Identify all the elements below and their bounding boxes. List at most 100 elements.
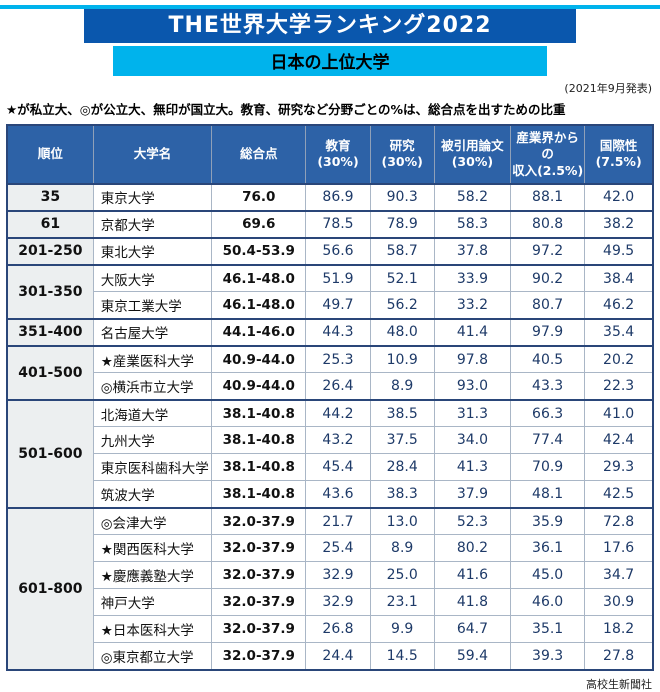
rank-cell: 61 — [6, 209, 94, 239]
rank-cell: 351-400 — [6, 317, 94, 347]
score-cell: 59.4 — [433, 642, 512, 671]
announce-date: (2021年9月発表) — [564, 82, 652, 95]
table-row: ★日本医科大学 32.0-37.9 26.8 9.9 64.7 35.1 18.2 — [7, 615, 654, 644]
score-cell: 97.2 — [510, 236, 586, 266]
total-score-cell: 76.0 — [211, 182, 307, 212]
university-name-cell: 九州大学 — [92, 426, 213, 455]
column-header: 被引用論文 (30%) — [433, 124, 512, 185]
score-cell: 38.2 — [584, 209, 654, 239]
table-row: 61 京都大学 69.6 78.5 78.9 58.3 80.8 38.2 — [6, 209, 654, 239]
score-cell: 77.4 — [510, 426, 586, 455]
score-cell: 51.9 — [305, 263, 371, 293]
score-cell: 35.4 — [584, 317, 654, 347]
score-cell: 97.9 — [510, 317, 586, 347]
university-name-cell: ★関西医科大学 — [92, 534, 213, 563]
table-row: 東京医科歯科大学 38.1-40.8 45.4 28.4 41.3 70.9 29.3 — [7, 453, 654, 482]
score-cell: 22.3 — [584, 372, 654, 401]
score-cell: 78.9 — [369, 209, 435, 239]
score-cell: 28.4 — [369, 453, 435, 482]
score-cell: 93.0 — [433, 372, 512, 401]
table-row: 501-600 北海道大学 38.1-40.8 44.2 38.5 31.3 66.3 41.… — [6, 398, 654, 509]
header-row: 順位 大学名 総合点 教育 (30%) 研究 (30%) 被引用論文 (30%) 産業界から… — [6, 124, 654, 185]
column-header: 順位 — [6, 124, 94, 185]
score-cell: 25.3 — [305, 344, 371, 374]
score-cell: 66.3 — [510, 398, 586, 428]
total-score-cell: 40.9-44.0 — [211, 344, 307, 374]
rank-cell: 501-600 — [6, 398, 94, 509]
score-cell: 42.5 — [584, 480, 654, 509]
table-row: 筑波大学 38.1-40.8 43.6 38.3 37.9 48.1 42.5 — [7, 480, 654, 509]
university-name-cell: 大阪大学 — [92, 263, 213, 293]
total-score-cell: 44.1-46.0 — [211, 317, 307, 347]
table-row: 401-500 ★産業医科大学 40.9-44.0 25.3 10.9 97.8 40.5 2… — [6, 344, 654, 401]
score-cell: 37.8 — [433, 236, 512, 266]
score-cell: 8.9 — [369, 372, 435, 401]
total-score-cell: 38.1-40.8 — [211, 398, 307, 428]
rank-cell: 201-250 — [6, 236, 94, 266]
score-cell: 48.0 — [369, 317, 435, 347]
rank-cell: 401-500 — [6, 344, 94, 401]
university-name-cell: 名古屋大学 — [92, 317, 213, 347]
university-name-cell: ◎会津大学 — [92, 506, 213, 536]
university-name-cell: ★産業医科大学 — [92, 344, 213, 374]
top-accent-bar — [0, 5, 660, 9]
column-header: 国際性 (7.5%) — [584, 124, 654, 185]
column-header: 教育 (30%) — [305, 124, 371, 185]
total-score-cell: 32.0-37.9 — [211, 506, 307, 536]
score-cell: 58.7 — [369, 236, 435, 266]
total-score-cell: 46.1-48.0 — [211, 291, 307, 320]
total-score-cell: 40.9-44.0 — [211, 372, 307, 401]
table-row: 301-350 大阪大学 46.1-48.0 51.9 52.1 33.9 90.2 38.4 — [6, 263, 654, 320]
score-cell: 23.1 — [369, 588, 435, 617]
score-cell: 45.4 — [305, 453, 371, 482]
table-row: ◎東京都立大学 32.0-37.9 24.4 14.5 59.4 39.3 27.8 — [7, 642, 654, 671]
score-cell: 58.3 — [433, 209, 512, 239]
score-cell: 10.9 — [369, 344, 435, 374]
rank-cell: 601-800 — [6, 506, 94, 671]
score-cell: 70.9 — [510, 453, 586, 482]
score-cell: 44.3 — [305, 317, 371, 347]
score-cell: 39.3 — [510, 642, 586, 671]
ranking-infographic: THE世界大学ランキング2022 日本の上位大学 (2021年9月発表) ★が私… — [0, 5, 660, 691]
score-cell: 86.9 — [305, 182, 371, 212]
score-cell: 38.4 — [584, 263, 654, 293]
score-cell: 25.4 — [305, 534, 371, 563]
score-cell: 32.9 — [305, 561, 371, 590]
score-cell: 14.5 — [369, 642, 435, 671]
score-cell: 48.1 — [510, 480, 586, 509]
score-cell: 17.6 — [584, 534, 654, 563]
score-cell: 33.2 — [433, 291, 512, 320]
score-cell: 49.7 — [305, 291, 371, 320]
score-cell: 49.5 — [584, 236, 654, 266]
total-score-cell: 38.1-40.8 — [211, 480, 307, 509]
table-row: 35 東京大学 76.0 86.9 90.3 58.2 88.1 42.0 — [6, 182, 654, 212]
score-cell: 36.1 — [510, 534, 586, 563]
rank-cell: 35 — [6, 182, 94, 212]
page-subtitle: 日本の上位大学 — [113, 46, 547, 76]
score-cell: 26.8 — [305, 615, 371, 644]
total-score-cell: 32.0-37.9 — [211, 615, 307, 644]
table-body: 35 東京大学 76.0 86.9 90.3 58.2 88.1 42.0 61 京都大学 69.6… — [6, 182, 654, 671]
score-cell: 46.2 — [584, 291, 654, 320]
score-cell: 56.6 — [305, 236, 371, 266]
total-score-cell: 38.1-40.8 — [211, 453, 307, 482]
score-cell: 13.0 — [369, 506, 435, 536]
table-row: ★関西医科大学 32.0-37.9 25.4 8.9 80.2 36.1 17.6 — [7, 534, 654, 563]
score-cell: 34.0 — [433, 426, 512, 455]
score-cell: 41.6 — [433, 561, 512, 590]
score-cell: 41.3 — [433, 453, 512, 482]
score-cell: 41.8 — [433, 588, 512, 617]
university-name-cell: 神戸大学 — [92, 588, 213, 617]
total-score-cell: 46.1-48.0 — [211, 263, 307, 293]
score-cell: 41.4 — [433, 317, 512, 347]
university-name-cell: ★日本医科大学 — [92, 615, 213, 644]
score-cell: 30.9 — [584, 588, 654, 617]
score-cell: 18.2 — [584, 615, 654, 644]
score-cell: 31.3 — [433, 398, 512, 428]
table-row: 九州大学 38.1-40.8 43.2 37.5 34.0 77.4 42.4 — [7, 426, 654, 455]
score-cell: 32.9 — [305, 588, 371, 617]
score-cell: 80.2 — [433, 534, 512, 563]
score-cell: 38.3 — [369, 480, 435, 509]
score-cell: 64.7 — [433, 615, 512, 644]
total-score-cell: 69.6 — [211, 209, 307, 239]
